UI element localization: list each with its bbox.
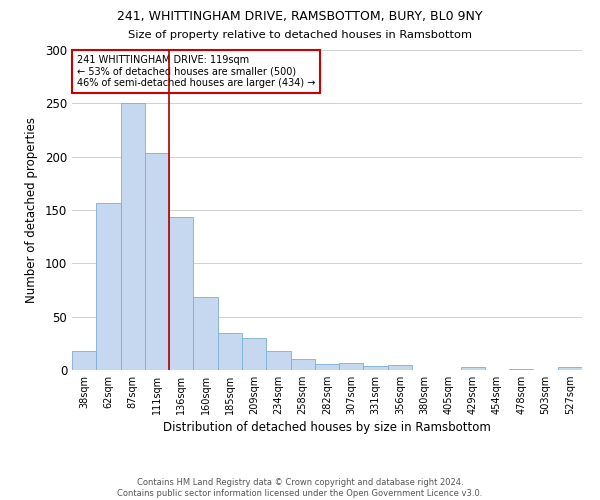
Bar <box>266 351 290 370</box>
Bar <box>96 202 121 370</box>
Bar <box>193 298 218 370</box>
Y-axis label: Number of detached properties: Number of detached properties <box>25 117 38 303</box>
Bar <box>364 366 388 370</box>
Text: Contains HM Land Registry data © Crown copyright and database right 2024.
Contai: Contains HM Land Registry data © Crown c… <box>118 478 482 498</box>
Bar <box>339 362 364 370</box>
Bar <box>169 218 193 370</box>
Bar <box>290 360 315 370</box>
Bar <box>388 364 412 370</box>
Bar <box>242 338 266 370</box>
Text: 241 WHITTINGHAM DRIVE: 119sqm
← 53% of detached houses are smaller (500)
46% of : 241 WHITTINGHAM DRIVE: 119sqm ← 53% of d… <box>77 55 316 88</box>
Text: Size of property relative to detached houses in Ramsbottom: Size of property relative to detached ho… <box>128 30 472 40</box>
Bar <box>121 104 145 370</box>
Bar <box>558 367 582 370</box>
Text: 241, WHITTINGHAM DRIVE, RAMSBOTTOM, BURY, BL0 9NY: 241, WHITTINGHAM DRIVE, RAMSBOTTOM, BURY… <box>117 10 483 23</box>
X-axis label: Distribution of detached houses by size in Ramsbottom: Distribution of detached houses by size … <box>163 422 491 434</box>
Bar <box>218 332 242 370</box>
Bar <box>461 367 485 370</box>
Bar <box>315 364 339 370</box>
Bar <box>509 369 533 370</box>
Bar <box>145 154 169 370</box>
Bar <box>72 351 96 370</box>
